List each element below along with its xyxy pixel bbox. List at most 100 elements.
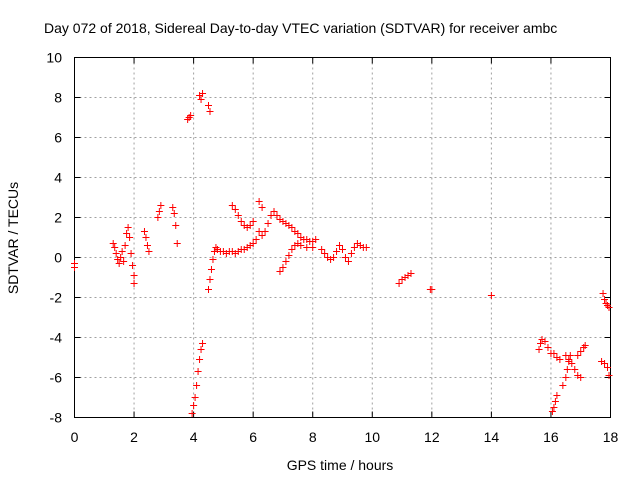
data-point <box>309 244 317 251</box>
data-point <box>601 360 609 367</box>
data-point <box>336 242 344 249</box>
data-point <box>288 224 296 231</box>
data-point <box>126 234 134 241</box>
data-point <box>428 286 436 293</box>
data-point <box>130 272 138 279</box>
y-tick-label: -2 <box>50 290 63 306</box>
data-point <box>71 264 78 271</box>
data-point <box>199 340 207 347</box>
plot-frame <box>74 57 611 418</box>
data-point <box>111 244 119 251</box>
data-point <box>154 214 162 221</box>
data-point <box>601 296 609 303</box>
data-point <box>330 254 338 261</box>
data-point <box>605 372 613 379</box>
data-point <box>303 244 311 251</box>
data-point <box>237 218 245 225</box>
data-point <box>562 374 570 381</box>
data-point <box>191 394 199 401</box>
data-point <box>187 112 195 119</box>
data-point <box>568 360 576 367</box>
data-point <box>344 258 352 265</box>
data-point <box>321 250 329 257</box>
x-tick-label: 6 <box>249 429 257 445</box>
data-point <box>559 382 567 389</box>
data-point <box>541 338 549 345</box>
x-tick-label: 4 <box>190 429 198 445</box>
data-point <box>551 398 559 405</box>
chart-title: Day 072 of 2018, Sidereal Day-to-day VTE… <box>44 20 557 36</box>
data-point <box>188 410 196 417</box>
data-point <box>140 228 148 235</box>
data-point <box>209 256 217 263</box>
data-point <box>297 242 305 249</box>
data-point <box>553 392 561 399</box>
x-tick-label: 8 <box>309 429 317 445</box>
data-point <box>294 230 302 237</box>
data-point <box>288 246 296 253</box>
x-tick-label: 16 <box>543 429 559 445</box>
x-tick-label: 0 <box>71 429 79 445</box>
data-point <box>255 228 263 235</box>
data-point <box>246 222 254 229</box>
data-point <box>350 244 358 251</box>
x-tick-label: 12 <box>424 429 440 445</box>
data-point <box>577 374 585 381</box>
data-point <box>544 344 552 351</box>
data-point <box>577 348 585 355</box>
data-point <box>264 220 272 227</box>
data-point <box>205 102 212 109</box>
y-tick-label: 4 <box>54 170 62 186</box>
data-point <box>206 108 214 115</box>
x-tick-label: 10 <box>364 429 380 445</box>
data-point <box>157 202 165 209</box>
x-tick-labels: 0 2 4 6 8 10 12 14 16 18 <box>71 429 619 445</box>
y-tick-label: 8 <box>54 90 62 106</box>
data-point <box>124 224 132 231</box>
data-point <box>120 258 128 265</box>
data-point <box>556 356 564 363</box>
data-point <box>129 262 137 269</box>
data-point <box>487 292 495 299</box>
data-point <box>173 240 181 247</box>
data-point <box>563 366 571 373</box>
data-point <box>255 198 263 205</box>
data-point <box>395 280 403 287</box>
data-point <box>548 408 556 415</box>
data-point <box>231 206 239 213</box>
data-point <box>117 254 125 261</box>
y-tick-labels: -8 -6 -4 -2 0 2 4 6 8 10 <box>46 50 62 426</box>
data-point <box>121 242 129 249</box>
data-point <box>339 246 346 253</box>
data-point <box>550 350 558 357</box>
data-point <box>347 250 355 257</box>
data-point <box>599 290 607 297</box>
data-point <box>279 264 287 271</box>
data-point <box>234 212 242 219</box>
data-point <box>249 218 257 225</box>
data-point <box>537 340 545 347</box>
data-point <box>199 90 207 97</box>
data-point <box>196 356 204 363</box>
data-point <box>362 244 370 251</box>
grid-lines <box>74 57 611 418</box>
x-tick-label: 14 <box>484 429 500 445</box>
data-point <box>155 208 163 215</box>
data-point <box>145 248 153 255</box>
data-points <box>71 90 613 417</box>
data-point <box>172 222 180 229</box>
x-tick-label: 2 <box>130 429 138 445</box>
data-point <box>197 96 205 103</box>
data-point <box>571 366 579 373</box>
data-point <box>270 208 278 215</box>
data-point <box>252 236 260 243</box>
data-point <box>109 240 117 247</box>
data-point <box>282 258 290 265</box>
data-point <box>312 236 320 243</box>
data-point <box>112 250 120 257</box>
data-point <box>130 280 138 287</box>
data-point <box>604 364 612 371</box>
data-point <box>127 250 135 257</box>
y-tick-label: 0 <box>54 250 62 266</box>
